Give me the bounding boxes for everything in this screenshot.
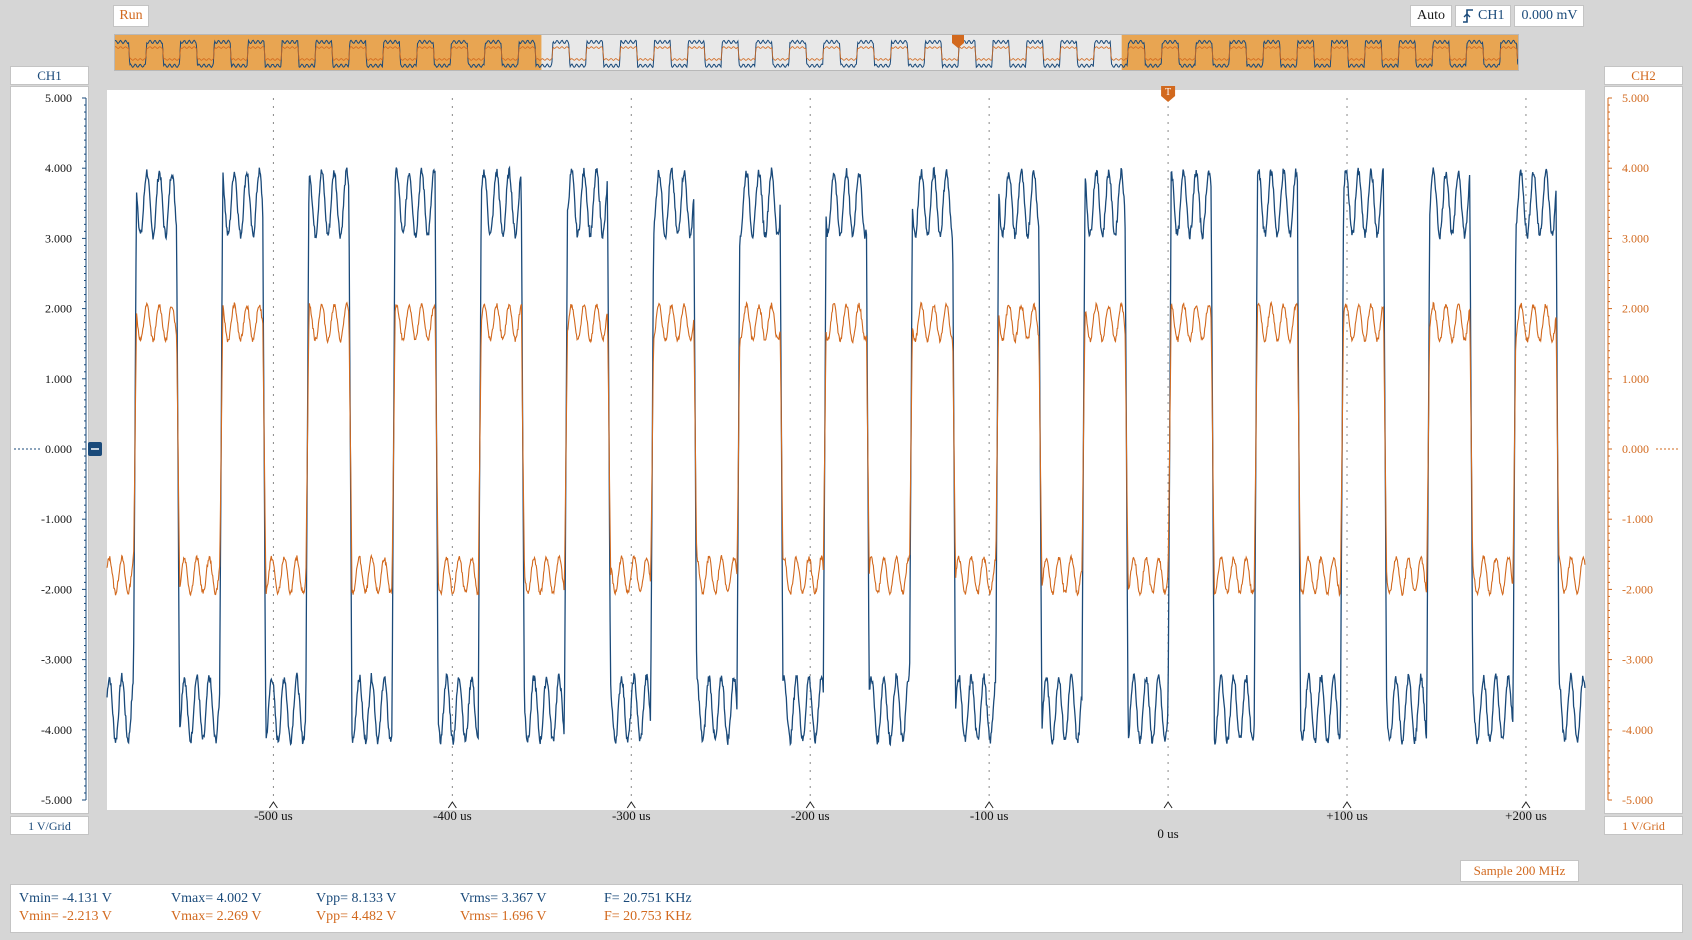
ch2-frequency: F= 20.753 KHz [604, 909, 692, 924]
ch2-voltage-axis [1604, 86, 1683, 814]
x-tick-label: -300 us [612, 808, 651, 823]
ch1-waveform [106, 165, 1586, 747]
ch1-y-tick-label: -2.000 [41, 582, 72, 596]
ch1-vmin: Vmin= -4.131 V [19, 891, 112, 906]
ch1-axis-label[interactable]: CH1 [10, 66, 89, 85]
x-tick-marker [626, 801, 636, 809]
measurements-panel: Vmin= -4.131 V Vmax= 4.002 V Vpp= 8.133 … [10, 884, 1683, 933]
x-tick-label: -400 us [433, 808, 472, 823]
ch1-y-tick-label: 1.000 [45, 372, 72, 386]
x-tick-label: -500 us [254, 808, 293, 823]
ch1-y-tick-label: -3.000 [41, 653, 72, 667]
x-tick-marker [1521, 801, 1531, 809]
x-tick-marker [1342, 801, 1352, 809]
trigger-level-field[interactable]: 0.000 mV [1514, 5, 1585, 27]
x-tick-label: -100 us [970, 808, 1009, 823]
x-tick-marker [1163, 801, 1173, 809]
ch2-waveform [106, 300, 1586, 598]
ch1-y-tick-label: -4.000 [41, 723, 72, 737]
overview-trace [115, 35, 1518, 70]
x-tick-marker [984, 801, 994, 809]
ch2-y-tick-label: 4.000 [1622, 161, 1649, 175]
ch2-y-tick-label: 0.000 [1622, 442, 1649, 456]
ch2-vmin: Vmin= -2.213 V [19, 909, 112, 924]
ch1-vmax: Vmax= 4.002 V [171, 891, 262, 906]
trigger-source-button[interactable]: CH1 [1455, 5, 1512, 27]
x-tick-marker [805, 801, 815, 809]
x-tick-marker [447, 801, 457, 809]
ch2-vmax: Vmax= 2.269 V [171, 909, 262, 924]
trigger-mode-button[interactable]: Auto [1410, 5, 1452, 27]
trigger-settings: Auto CH1 0.000 mV [1410, 5, 1585, 27]
trigger-position-marker [1161, 86, 1176, 102]
overview-ch2-trace [115, 45, 1518, 62]
ch1-y-tick-label: 4.000 [45, 161, 72, 175]
x-tick-label: -200 us [791, 808, 830, 823]
ch1-vpp: Vpp= 8.133 V [316, 891, 397, 906]
trigger-marker-glyph: T [1165, 87, 1171, 98]
x-tick-label: 0 us [1157, 826, 1178, 841]
run-button[interactable]: Run [113, 5, 149, 27]
ch2-y-tick-label: -3.000 [1622, 653, 1653, 667]
overview-trigger-marker [952, 35, 964, 48]
ch1-frequency: F= 20.751 KHz [604, 891, 692, 906]
rising-edge-icon [1463, 9, 1473, 23]
ch2-y-tick-label: 5.000 [1622, 91, 1649, 105]
x-tick-label: +200 us [1505, 808, 1547, 823]
ch2-y-tick-label: -5.000 [1622, 793, 1653, 807]
ch2-y-tick-label: 1.000 [1622, 372, 1649, 386]
ch2-vpp: Vpp= 4.482 V [316, 909, 397, 924]
ch1-y-tick-label: 2.000 [45, 302, 72, 316]
trigger-source-label: CH1 [1478, 8, 1505, 23]
ch1-y-tick-label: -1.000 [41, 512, 72, 526]
overview-offscreen-right [1121, 35, 1518, 70]
ch2-axis-label[interactable]: CH2 [1604, 66, 1683, 85]
ch1-y-tick-label: 0.000 [45, 442, 72, 456]
ch1-y-tick-label: 3.000 [45, 231, 72, 245]
overview-offscreen-left [115, 35, 542, 70]
ch2-y-tick-label: 2.000 [1622, 302, 1649, 316]
ch2-y-tick-label: -1.000 [1622, 512, 1653, 526]
ch2-y-tick-label: -2.000 [1622, 582, 1653, 596]
x-tick-marker [268, 801, 278, 809]
ch1-scale-label[interactable]: 1 V/Grid [10, 816, 89, 835]
waveform-overview[interactable] [114, 34, 1519, 71]
ch1-y-tick-label: 5.000 [45, 91, 72, 105]
ch2-y-tick-label: 3.000 [1622, 231, 1649, 245]
x-tick-label: +100 us [1326, 808, 1368, 823]
sample-rate-label: Sample 200 MHz [1460, 860, 1579, 882]
ch2-scale-label[interactable]: 1 V/Grid [1604, 816, 1683, 835]
scope-plot-area[interactable] [107, 90, 1585, 810]
ch2-y-tick-label: -4.000 [1622, 723, 1653, 737]
ch1-y-tick-label: -5.000 [41, 793, 72, 807]
ch2-vrms: Vrms= 1.696 V [460, 909, 547, 924]
ch1-vrms: Vrms= 3.367 V [460, 891, 547, 906]
